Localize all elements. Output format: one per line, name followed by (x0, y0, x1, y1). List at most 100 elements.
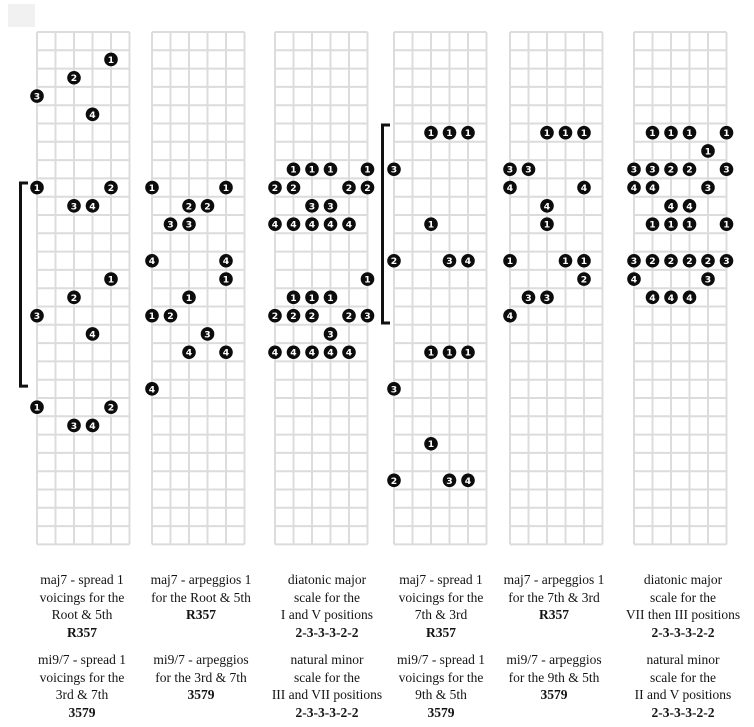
finger-dot (67, 199, 81, 213)
caption-line: voicings for the (39, 669, 125, 685)
finger-dot (30, 180, 44, 195)
finger-number: 2 (686, 165, 692, 176)
caption-line: I and V positions (280, 607, 374, 622)
finger-number: 4 (327, 220, 333, 231)
finger-number: 1 (668, 220, 674, 231)
finger-dot (577, 253, 591, 268)
finger-number: 4 (686, 201, 692, 212)
finger-dot (360, 308, 375, 323)
finger-dot (540, 125, 554, 140)
finger-dot (424, 436, 438, 451)
position-bracket-grid-1 (19, 181, 28, 388)
finger-dot (387, 253, 401, 268)
finger-number: 1 (581, 256, 587, 267)
finger-dot (627, 180, 641, 195)
finger-number: 1 (428, 439, 434, 450)
maj7-caption-1: maj7 - spread 1 voicings for the Root & 5t… (0, 571, 172, 641)
finger-number: 4 (465, 256, 471, 267)
caption-line: diatonic major (287, 572, 367, 587)
position-bracket-grid-4 (381, 123, 390, 325)
finger-dot (645, 253, 660, 268)
finger-number: 3 (71, 421, 77, 432)
finger-number: 4 (89, 110, 95, 121)
finger-dot (67, 290, 81, 305)
finger-number: 1 (108, 55, 114, 66)
mi97-caption-3: natural minor scale for the III and VII po… (237, 651, 417, 721)
finger-number: 1 (290, 165, 296, 176)
finger-number: 4 (346, 348, 352, 359)
finger-number: 3 (204, 329, 210, 340)
caption-formula: R357 (539, 607, 569, 622)
finger-dot (577, 180, 591, 195)
finger-dot (540, 199, 554, 213)
finger-number: 4 (346, 220, 352, 231)
caption-line: voicings for the (398, 669, 484, 685)
maj7-caption-6: diatonic major scale for the VII then III … (593, 571, 754, 641)
finger-number: 2 (309, 311, 315, 322)
finger-dot (664, 290, 678, 305)
finger-dot (664, 125, 678, 140)
caption-line: scale for the (294, 669, 360, 685)
caption-line: natural minor (646, 652, 720, 667)
fretboard-maj7-spread-1-7th-3rd: 1 1 1 3 1 2 3 4 1 1 1 3 1 2 3 4 (387, 31, 488, 546)
finger-number: 3 (631, 165, 637, 176)
mi97-caption-2: mi9/7 - arpeggios for the 3rd & 7th 3579 (111, 651, 291, 704)
finger-dot (286, 162, 301, 177)
mi97-caption-6: natural minor scale for the II and V posit… (593, 651, 754, 721)
caption-line: III and VII positions (271, 687, 383, 702)
finger-dot (424, 345, 438, 360)
finger-dot (461, 345, 475, 360)
finger-number: 4 (89, 201, 95, 212)
finger-dot (719, 125, 734, 140)
finger-dot (182, 290, 196, 305)
finger-dot (85, 418, 100, 433)
finger-number: 3 (525, 165, 531, 176)
finger-dot (442, 253, 457, 268)
finger-number: 3 (167, 220, 173, 231)
finger-dot (268, 308, 282, 323)
finger-dot (682, 217, 697, 231)
finger-number: 2 (391, 476, 397, 487)
finger-dot (323, 290, 338, 305)
mi97-caption-4: mi9/7 - spread 1 voicings for the 9th & 5t… (351, 651, 531, 721)
finger-dot (200, 199, 215, 213)
finger-dot (521, 290, 536, 305)
finger-dot (85, 107, 100, 122)
finger-dot (682, 253, 697, 268)
finger-number: 2 (108, 403, 114, 414)
finger-dot (145, 253, 159, 268)
finger-number: 1 (649, 128, 655, 139)
finger-number: 3 (446, 476, 452, 487)
finger-dot (305, 345, 319, 360)
caption-line: for the Root & 5th (151, 589, 251, 605)
finger-number: 4 (327, 348, 333, 359)
finger-number: 4 (223, 348, 229, 359)
finger-number: 2 (346, 183, 352, 194)
finger-number: 1 (223, 274, 229, 285)
caption-formula: R357 (426, 624, 456, 640)
caption-line: for the 3rd & 7th (155, 669, 247, 685)
finger-number: 3 (705, 183, 711, 194)
finger-dot (664, 253, 678, 268)
finger-number: 2 (272, 311, 278, 322)
finger-dot (360, 272, 375, 286)
caption-line: mi9/7 - spread 1 (37, 652, 127, 667)
finger-dot (424, 217, 438, 231)
maj7-caption-5: maj7 - arpeggios 1 for the 7th & 3rd R357 (464, 571, 644, 624)
finger-number: 1 (507, 256, 513, 267)
finger-number: 1 (686, 128, 692, 139)
finger-dot (461, 253, 475, 268)
finger-dot (145, 180, 159, 195)
finger-number: 3 (446, 256, 452, 267)
finger-dot (305, 217, 319, 231)
finger-number: 4 (89, 421, 95, 432)
finger-number: 1 (149, 311, 155, 322)
finger-number: 1 (705, 146, 711, 157)
finger-number: 3 (507, 165, 513, 176)
finger-dot (360, 180, 375, 195)
finger-number: 3 (327, 201, 333, 212)
finger-dot (627, 162, 641, 177)
finger-dot (387, 382, 401, 396)
finger-number: 3 (723, 165, 729, 176)
finger-number: 1 (149, 183, 155, 194)
